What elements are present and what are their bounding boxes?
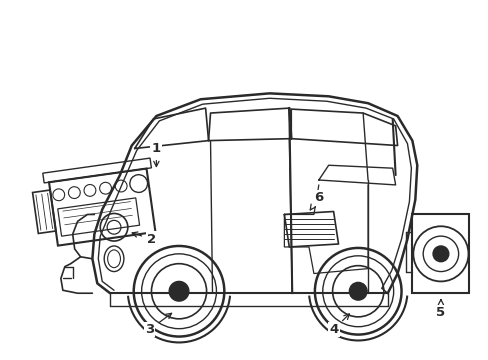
FancyArrowPatch shape xyxy=(63,202,130,211)
Circle shape xyxy=(169,282,188,301)
Bar xyxy=(58,198,139,236)
FancyArrowPatch shape xyxy=(47,193,53,229)
Bar xyxy=(42,158,151,183)
FancyArrowPatch shape xyxy=(36,195,41,230)
Bar xyxy=(411,215,468,293)
Text: 5: 5 xyxy=(435,300,445,319)
Circle shape xyxy=(432,246,448,262)
Bar xyxy=(33,190,56,233)
Text: 1: 1 xyxy=(151,142,161,167)
Text: 2: 2 xyxy=(132,232,156,246)
Circle shape xyxy=(348,282,366,300)
Bar xyxy=(49,168,155,246)
FancyArrowPatch shape xyxy=(41,194,47,229)
Text: 4: 4 xyxy=(328,314,348,336)
Text: 3: 3 xyxy=(144,313,171,336)
Text: 6: 6 xyxy=(309,191,323,210)
FancyArrowPatch shape xyxy=(64,215,132,225)
FancyArrowPatch shape xyxy=(63,208,131,218)
